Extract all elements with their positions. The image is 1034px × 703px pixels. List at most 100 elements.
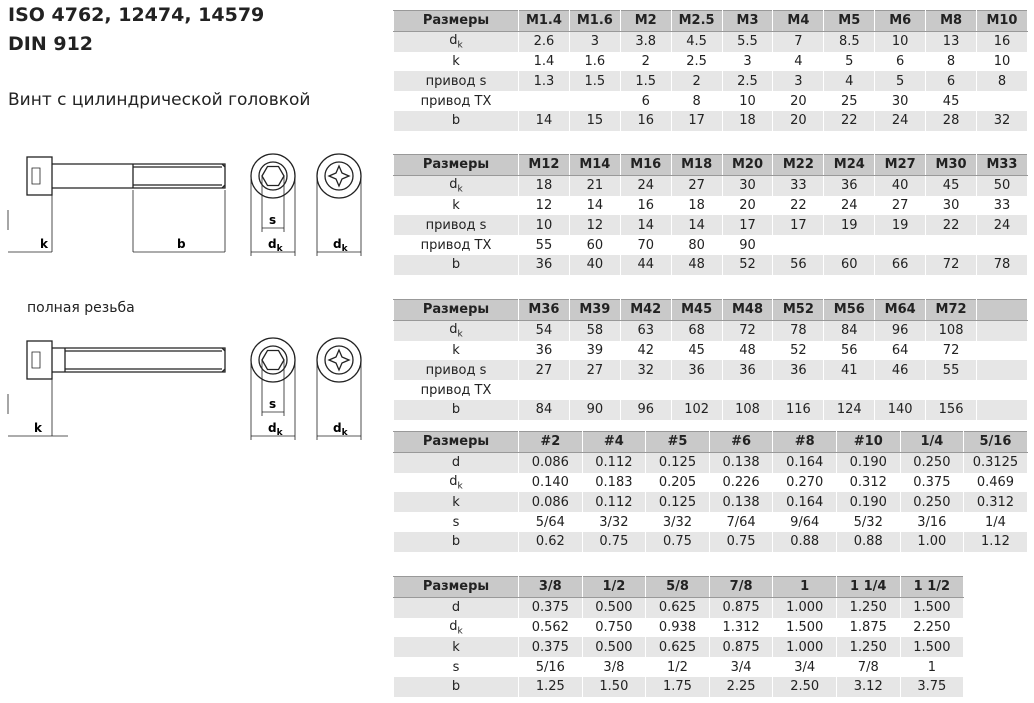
- cell: 19: [874, 215, 927, 236]
- cell: 27: [518, 360, 570, 381]
- cell: 5.5: [721, 31, 774, 52]
- dim-label: d: [333, 421, 342, 435]
- cell: 27: [670, 175, 723, 196]
- cell: 40: [874, 175, 927, 196]
- cell: 4: [772, 51, 825, 72]
- cell: 55: [925, 360, 978, 381]
- cell: [721, 380, 774, 400]
- header-cell: 1 1/2: [899, 576, 965, 598]
- table-row: dk 0.562 0.750 0.938 1.312 1.500 1.875 2.250: [393, 617, 965, 638]
- dim-label: dk: [333, 421, 349, 438]
- cell: 0.086: [518, 492, 583, 513]
- cell: 1.250: [835, 597, 901, 618]
- cell: 17: [772, 215, 825, 236]
- cell: 2.25: [708, 676, 774, 697]
- header-cell: #10: [835, 431, 901, 453]
- cell: 1.250: [835, 637, 901, 658]
- table-row: привод s 1.3 1.5 1.5 2 2.5 3 4 5 6 8: [393, 71, 1028, 92]
- cell: 33: [976, 195, 1028, 216]
- cell: 2.5: [670, 51, 723, 72]
- table-row: b 0.62 0.75 0.75 0.75 0.88 0.88 1.00 1.12: [393, 531, 1028, 552]
- cell: 72: [721, 320, 774, 341]
- header-cell: Размеры: [393, 10, 519, 32]
- cell: 17: [670, 110, 723, 131]
- row-label: привод s: [393, 71, 519, 92]
- header-cell: Размеры: [393, 431, 519, 453]
- cell: 46: [874, 360, 927, 381]
- cell: [925, 235, 978, 255]
- header-cell: #8: [772, 431, 837, 453]
- cell: 48: [670, 254, 723, 275]
- cell: [874, 380, 927, 400]
- table-row: b 36 40 44 48 52 56 60 66 72 78: [393, 254, 1028, 275]
- cell: 54: [518, 320, 570, 341]
- cell: 5/32: [835, 512, 901, 532]
- cell: 5: [823, 51, 876, 72]
- row-label-text: k: [452, 197, 460, 213]
- cell: 8: [925, 51, 978, 72]
- cell: 1.875: [835, 617, 901, 638]
- title: DIN 912: [8, 33, 94, 55]
- cell: 3/32: [581, 512, 647, 532]
- cell: 15: [568, 110, 621, 131]
- cell: 36: [518, 340, 570, 361]
- cell: 0.88: [772, 531, 837, 552]
- header-cell: Размеры: [393, 154, 519, 176]
- header-cell: M5: [823, 10, 876, 32]
- row-label: привод TX: [393, 380, 519, 400]
- cell: 36: [518, 254, 570, 275]
- cell: 90: [721, 235, 774, 255]
- row-label-text: d: [449, 321, 458, 337]
- cell: 0.375: [899, 472, 965, 493]
- cell: [925, 380, 978, 400]
- cell: 0.500: [581, 597, 647, 618]
- cell: 7/64: [708, 512, 774, 532]
- cell: 0.625: [645, 597, 710, 618]
- cell: 16: [619, 110, 672, 131]
- table-row: привод TX 55 60 70 80 90: [393, 235, 1028, 255]
- cell: 3.12: [835, 676, 901, 697]
- row-label: k: [393, 195, 519, 216]
- cell: 78: [772, 320, 825, 341]
- cell: 66: [874, 254, 927, 275]
- cell: 1.3: [518, 71, 570, 92]
- cell: 0.205: [645, 472, 710, 493]
- dim-label: dk: [268, 237, 284, 254]
- cell: 0.164: [772, 492, 837, 513]
- cell: 30: [874, 91, 927, 111]
- row-label-sub: k: [457, 329, 463, 340]
- dim-label: d: [333, 237, 342, 251]
- header-cell: 5/16: [963, 431, 1028, 453]
- row-label-sub: k: [457, 626, 463, 637]
- dim-label: d: [268, 237, 277, 251]
- cell: 1.50: [581, 676, 647, 697]
- cell: 25: [823, 91, 876, 111]
- cell: 0.312: [835, 472, 901, 493]
- dim-label: dk: [268, 421, 284, 438]
- cell: 24: [619, 175, 672, 196]
- table-row: привод s 10 12 14 14 17 17 19 19 22 24: [393, 215, 1028, 236]
- row-label: k: [393, 51, 519, 72]
- cell: 0.469: [963, 472, 1028, 493]
- cell: 108: [721, 399, 774, 420]
- row-label: k: [393, 492, 519, 513]
- row-label-text: d: [451, 455, 461, 471]
- cell: 78: [976, 254, 1028, 275]
- size-table: Размеры M36 M39 M42 M45 M48 M52 M56 M64 M72 dk 54 58…: [393, 299, 1028, 420]
- cell: 52: [772, 340, 825, 361]
- cell: 3: [772, 71, 825, 92]
- cell: 27: [568, 360, 621, 381]
- header-cell: M27: [874, 154, 927, 176]
- row-label: привод TX: [393, 235, 519, 255]
- cell: 2.50: [772, 676, 837, 697]
- cell: 60: [823, 254, 876, 275]
- header-cell: M16: [619, 154, 672, 176]
- cell: 6: [925, 71, 978, 92]
- row-label-sub: k: [457, 40, 463, 51]
- cell: 9/64: [772, 512, 837, 532]
- cell: 72: [925, 340, 978, 361]
- cell: 12: [568, 215, 621, 236]
- cell: 55: [518, 235, 570, 255]
- cell: 58: [568, 320, 621, 341]
- row-label: d: [393, 452, 519, 473]
